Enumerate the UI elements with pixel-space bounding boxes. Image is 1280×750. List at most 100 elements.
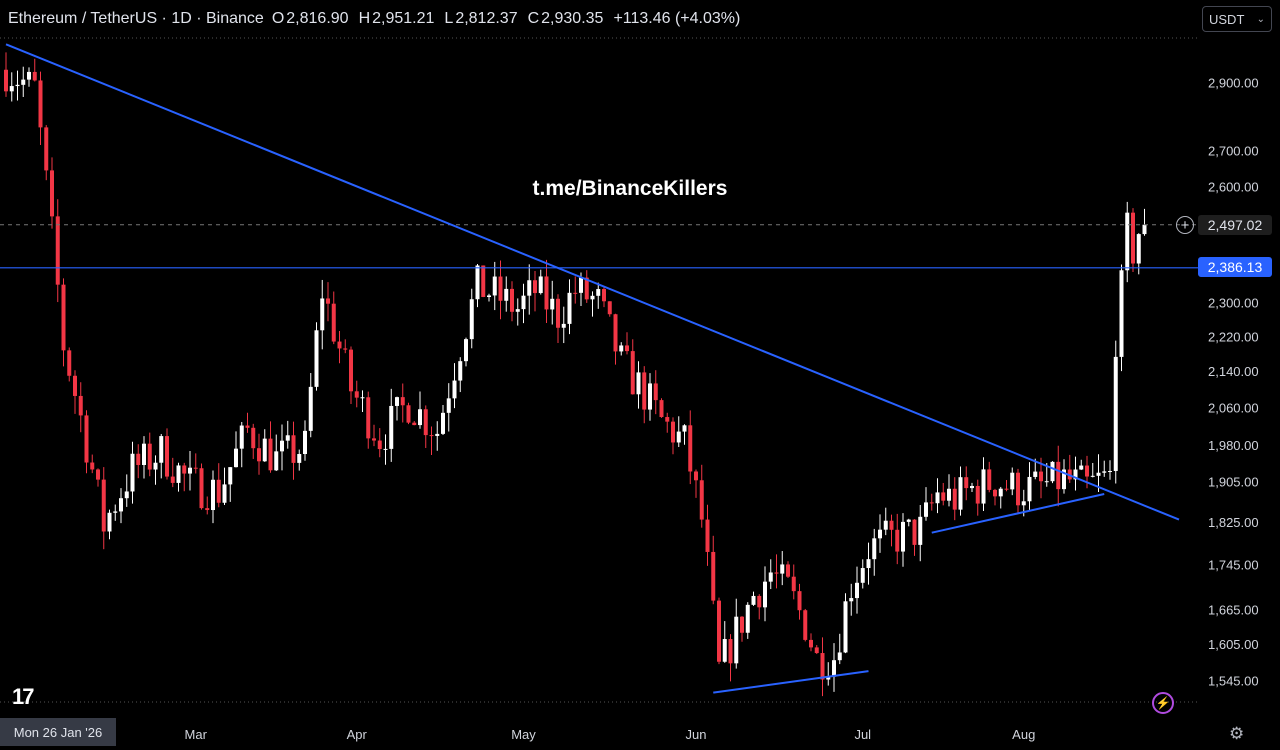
candle-body [1108, 470, 1112, 472]
candle-body [768, 572, 773, 582]
horizontal-level-price-tag[interactable]: 2,386.13 [1198, 257, 1272, 277]
candle-body [826, 676, 831, 680]
candle-body [1079, 465, 1084, 470]
candle-body [343, 348, 348, 350]
candle-body [1033, 471, 1038, 477]
trendline-2[interactable] [713, 670, 869, 694]
crosshair-date-label: Mon 26 Jan '26 [0, 718, 116, 746]
candle-body [659, 400, 664, 418]
candle-body [44, 127, 49, 171]
candle-body [573, 292, 578, 294]
price-tick-label: 2,900.00 [1208, 76, 1259, 91]
high-label: H [358, 10, 371, 27]
candle-body [372, 438, 376, 441]
candle-body [1016, 472, 1020, 506]
candle-body [320, 298, 325, 331]
candle-body [866, 559, 871, 569]
high-value: 2,951.21 [372, 10, 435, 27]
candle-body [533, 280, 537, 294]
price-tick-label: 2,220.00 [1208, 329, 1259, 344]
candle-body [234, 448, 238, 468]
candle-body [285, 435, 290, 441]
candle-body [1073, 469, 1078, 480]
add-alert-plus-icon[interactable]: + [1176, 216, 1194, 234]
candle-body [1136, 234, 1141, 264]
candle-body [538, 276, 543, 294]
candle-body [648, 383, 652, 410]
candle-body [153, 462, 158, 470]
candle-body [602, 289, 606, 302]
candle-body [941, 492, 946, 501]
candle-body [820, 653, 825, 680]
candle-body [653, 383, 658, 401]
candle-body [349, 349, 353, 392]
candle-body [1113, 356, 1118, 471]
candle-body [32, 71, 37, 81]
candle-body [878, 529, 882, 539]
candle-body [441, 412, 445, 434]
candle-body [860, 568, 865, 583]
candle-body [147, 443, 152, 470]
candle-body [1125, 212, 1130, 271]
candle-body [993, 489, 997, 497]
price-tick-label: 1,665.00 [1208, 602, 1259, 617]
candles-group [4, 52, 1147, 697]
candle-body [395, 397, 399, 406]
candle-body [901, 521, 905, 552]
candle-body [774, 572, 779, 574]
lightning-bolt-icon[interactable]: ⚡ [1152, 692, 1174, 714]
candle-body [205, 508, 210, 511]
price-tick-label: 2,060.00 [1208, 400, 1259, 415]
candle-body [1096, 472, 1101, 476]
candle-body [245, 425, 250, 428]
symbol-title[interactable]: Ethereum / TetherUS · 1D · Binance [8, 10, 264, 27]
candle-body [452, 380, 457, 399]
candle-body [119, 498, 123, 512]
candle-body [889, 520, 894, 530]
price-tick-label: 1,605.00 [1208, 637, 1259, 652]
candle-body [688, 425, 693, 472]
candle-body [906, 519, 911, 522]
candle-body [176, 465, 181, 483]
price-tick-label: 2,140.00 [1208, 364, 1259, 379]
candle-body [1027, 476, 1032, 502]
low-value: 2,812.37 [455, 10, 518, 27]
open-label: O [271, 10, 285, 27]
candle-body [935, 492, 940, 504]
time-axis[interactable]: Mar Apr May Jun Jul Aug [185, 727, 1036, 742]
candle-body [504, 288, 509, 301]
candle-body [763, 581, 767, 608]
candle-body [625, 345, 629, 352]
gear-icon[interactable]: ⚙ [1229, 724, 1245, 743]
candle-body [429, 435, 434, 437]
price-tick-label: 2,300.00 [1208, 296, 1259, 311]
candle-body [1050, 461, 1055, 482]
chevron-down-icon: ⌄ [1256, 13, 1265, 25]
candle-body [699, 480, 704, 520]
tradingview-logo-icon[interactable]: 17 [12, 684, 35, 709]
currency-selector[interactable]: USDT ⌄ [1202, 6, 1272, 32]
candle-body [78, 395, 83, 416]
trendline-1[interactable] [5, 43, 1180, 521]
candle-body [607, 301, 612, 315]
trendline-3[interactable] [931, 493, 1105, 534]
candle-body [740, 616, 744, 633]
candle-body [136, 453, 141, 465]
price-axis[interactable]: 2,900.00 2,700.00 2,600.00 2,300.00 2,220.00… [1208, 76, 1259, 689]
candle-body [814, 647, 819, 654]
candle-body [711, 551, 716, 601]
candle-body [797, 591, 802, 611]
candle-body [958, 477, 963, 510]
candle-body [142, 443, 146, 465]
candle-body [487, 295, 491, 298]
candle-body [837, 652, 842, 661]
candle-body [745, 604, 750, 633]
candle-body [262, 438, 267, 462]
candle-body [970, 485, 974, 489]
time-tick-label: Apr [347, 727, 368, 742]
candle-body [73, 375, 77, 396]
candle-body [101, 479, 106, 532]
candle-body [1010, 472, 1015, 490]
candle-body [383, 448, 388, 450]
